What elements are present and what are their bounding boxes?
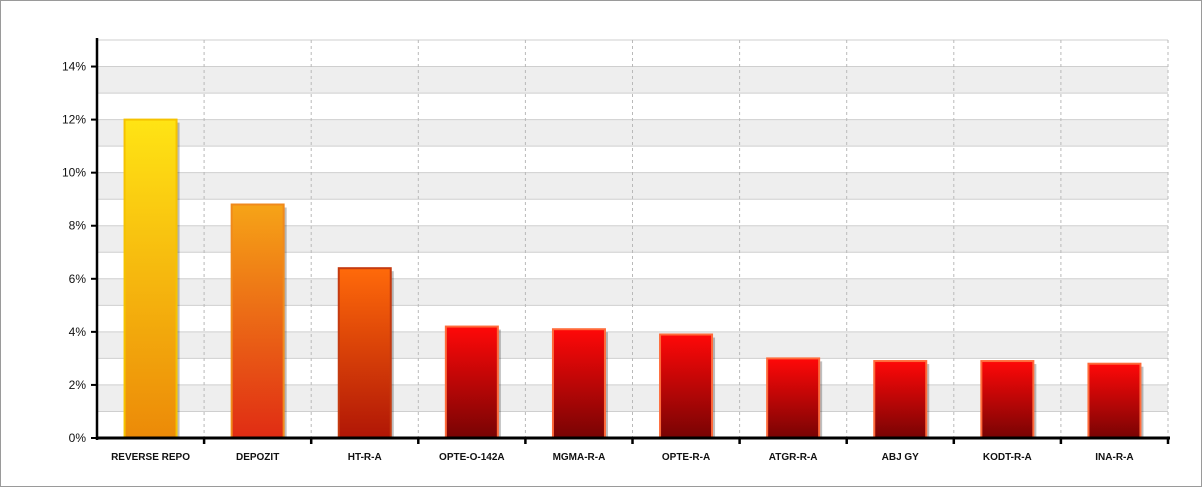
y-tick-label: 8% [69, 219, 87, 233]
bar [659, 333, 714, 439]
x-tick-label: MGMA-R-A [553, 452, 606, 463]
bar [766, 357, 821, 439]
x-tick-label: OPTE-O-142A [439, 452, 505, 463]
x-tick-label: DEPOZIT [236, 452, 279, 463]
x-tick-label: HT-R-A [348, 452, 382, 463]
y-tick-label: 14% [62, 60, 86, 74]
x-tick-label: ATGR-R-A [769, 452, 818, 463]
y-tick-label: 2% [69, 378, 87, 392]
bar [444, 325, 499, 439]
y-tick-label: 4% [69, 325, 87, 339]
y-tick-label: 0% [69, 431, 87, 445]
y-tick-label: 10% [62, 166, 86, 180]
bar [980, 360, 1035, 440]
x-tick-label: ABJ GY [882, 452, 920, 463]
bar [230, 203, 285, 439]
x-tick-label: KODT-R-A [983, 452, 1032, 463]
y-tick-label: 6% [69, 272, 87, 286]
x-tick-label: INA-R-A [1095, 452, 1133, 463]
bar [337, 267, 392, 440]
bar [1087, 362, 1142, 439]
x-tick-label: REVERSE REPO [111, 452, 190, 463]
bar [123, 118, 178, 439]
x-tick-label: OPTE-R-A [662, 452, 710, 463]
bar [551, 328, 606, 440]
y-tick-label: 12% [62, 113, 86, 127]
bar [873, 360, 928, 440]
